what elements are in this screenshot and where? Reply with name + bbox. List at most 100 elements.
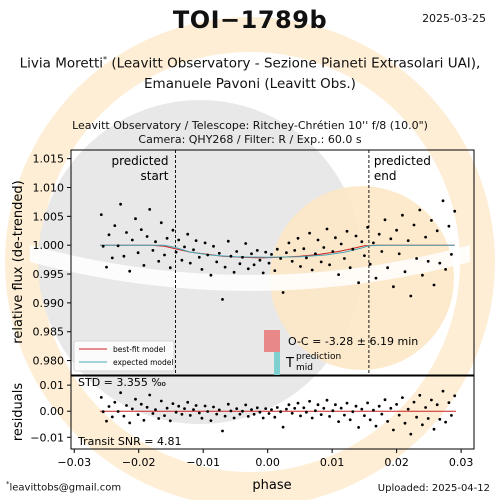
residual-data-point [368, 418, 372, 422]
flux-data-point [223, 265, 227, 269]
observation-details: Leavitt Observatory / Telescope: Ritchey… [0, 119, 500, 147]
flux-data-point [377, 232, 381, 236]
residual-data-point [157, 417, 161, 420]
flux-data-point [287, 241, 291, 245]
flux-data-point [357, 281, 360, 285]
main-panel: 0.980 0.985 0.990 0.995 1.000 1.005 1.010 1.015… [11, 149, 475, 376]
flux-data-point [99, 213, 103, 217]
residual-data-point [159, 399, 163, 403]
main-y-axis-label: relative flux (de-trended) [11, 180, 26, 343]
residual-data-point [165, 406, 169, 410]
residual-data-point [151, 412, 155, 415]
flux-data-point [450, 253, 453, 256]
residual-data-point [261, 416, 265, 420]
flux-data-point [415, 257, 418, 260]
residual-data-point [139, 402, 143, 406]
residual-data-point [401, 396, 404, 399]
residual-data-point [113, 400, 117, 404]
residual-data-point [357, 426, 360, 429]
flux-data-point [188, 261, 192, 265]
flux-data-point [142, 264, 146, 267]
flux-data-point [177, 238, 181, 242]
flux-data-point [441, 199, 445, 203]
flux-data-point [258, 258, 262, 262]
observation-date: 2025-03-25 [422, 12, 486, 25]
residual-data-points [99, 389, 457, 436]
residual-data-point [366, 401, 369, 405]
flux-data-point [151, 249, 155, 252]
main-ytick-label: 1.010 [33, 182, 65, 195]
flux-data-point [319, 260, 323, 264]
flux-data-point [281, 291, 285, 294]
residual-data-point [380, 412, 384, 416]
flux-data-point [275, 247, 279, 251]
residual-data-point [105, 419, 108, 423]
residuals-ytick-label: 0.00 [40, 405, 65, 418]
contact-email-text: leavittobs@gmail.com [9, 482, 122, 494]
flux-data-point [334, 236, 337, 240]
flux-data-point [354, 234, 358, 238]
flux-data-point [217, 251, 221, 255]
flux-data-point [125, 231, 128, 234]
flux-data-point [401, 213, 404, 217]
flux-data-point [168, 266, 172, 270]
residual-data-point [345, 401, 349, 405]
residual-data-point [212, 405, 215, 409]
flux-data-point [397, 252, 401, 256]
flux-data-point [171, 228, 175, 232]
xtick-label: −0.03 [57, 456, 91, 469]
flux-data-point [232, 270, 236, 274]
residual-data-point [339, 406, 343, 410]
flux-data-point [409, 294, 413, 298]
flux-data-point [363, 254, 366, 257]
flux-data-point [374, 276, 378, 280]
residual-data-point [174, 410, 178, 414]
residual-data-point [229, 409, 233, 413]
flux-data-point [308, 231, 311, 235]
flux-data-point [157, 259, 161, 263]
residual-data-point [130, 407, 134, 411]
main-ytick-label: 1.000 [33, 239, 65, 252]
flux-data-point [395, 228, 398, 232]
residual-data-point [125, 404, 128, 407]
std-text: STD = 3.355 ‰ [78, 376, 166, 389]
flux-data-point [130, 238, 134, 242]
residual-data-point [444, 420, 447, 424]
flux-data-point [203, 241, 207, 245]
residual-data-point [421, 423, 424, 427]
flux-data-point [148, 208, 152, 211]
flux-data-point [134, 217, 137, 221]
flux-data-point [316, 238, 320, 242]
contact-footnote-mark: * [6, 480, 10, 488]
flux-data-point [119, 202, 122, 206]
residual-data-point [250, 408, 253, 411]
residual-data-point [305, 410, 308, 414]
flux-data-point [403, 270, 407, 274]
main-ytick-label: 0.980 [33, 355, 65, 368]
flux-data-point [194, 239, 198, 243]
xtick-label: −0.01 [186, 456, 220, 469]
author-primary-affiliation: (Leavitt Observatory - Sezione Pianeti E… [107, 55, 481, 72]
flux-data-point [107, 233, 111, 237]
residual-data-point [142, 418, 146, 422]
main-y-axis: 0.980 0.985 0.990 0.995 1.000 1.005 1.010 1.015 [33, 153, 71, 368]
flux-data-point [136, 251, 140, 255]
residual-data-point [360, 407, 364, 411]
flux-data-point [337, 273, 340, 276]
flux-data-point [285, 251, 288, 255]
prediction-t-symbol: T [285, 356, 294, 371]
residuals-x-axis: −0.03 −0.02 −0.01 0.00 0.01 0.02 0.03 [57, 449, 473, 469]
telescope-line: Leavitt Observatory / Telescope: Ritchey… [72, 119, 428, 132]
residual-data-point [354, 404, 358, 408]
residual-data-point [343, 413, 346, 417]
flux-data-point [192, 248, 195, 252]
main-ytick-label: 0.985 [33, 326, 65, 339]
residual-data-point [406, 407, 410, 411]
flux-data-point [255, 249, 259, 252]
flux-data-point [197, 255, 201, 259]
flux-data-point [128, 269, 132, 273]
residual-data-point [136, 413, 140, 416]
flux-data-point [322, 246, 326, 249]
flux-data-point [328, 263, 331, 267]
